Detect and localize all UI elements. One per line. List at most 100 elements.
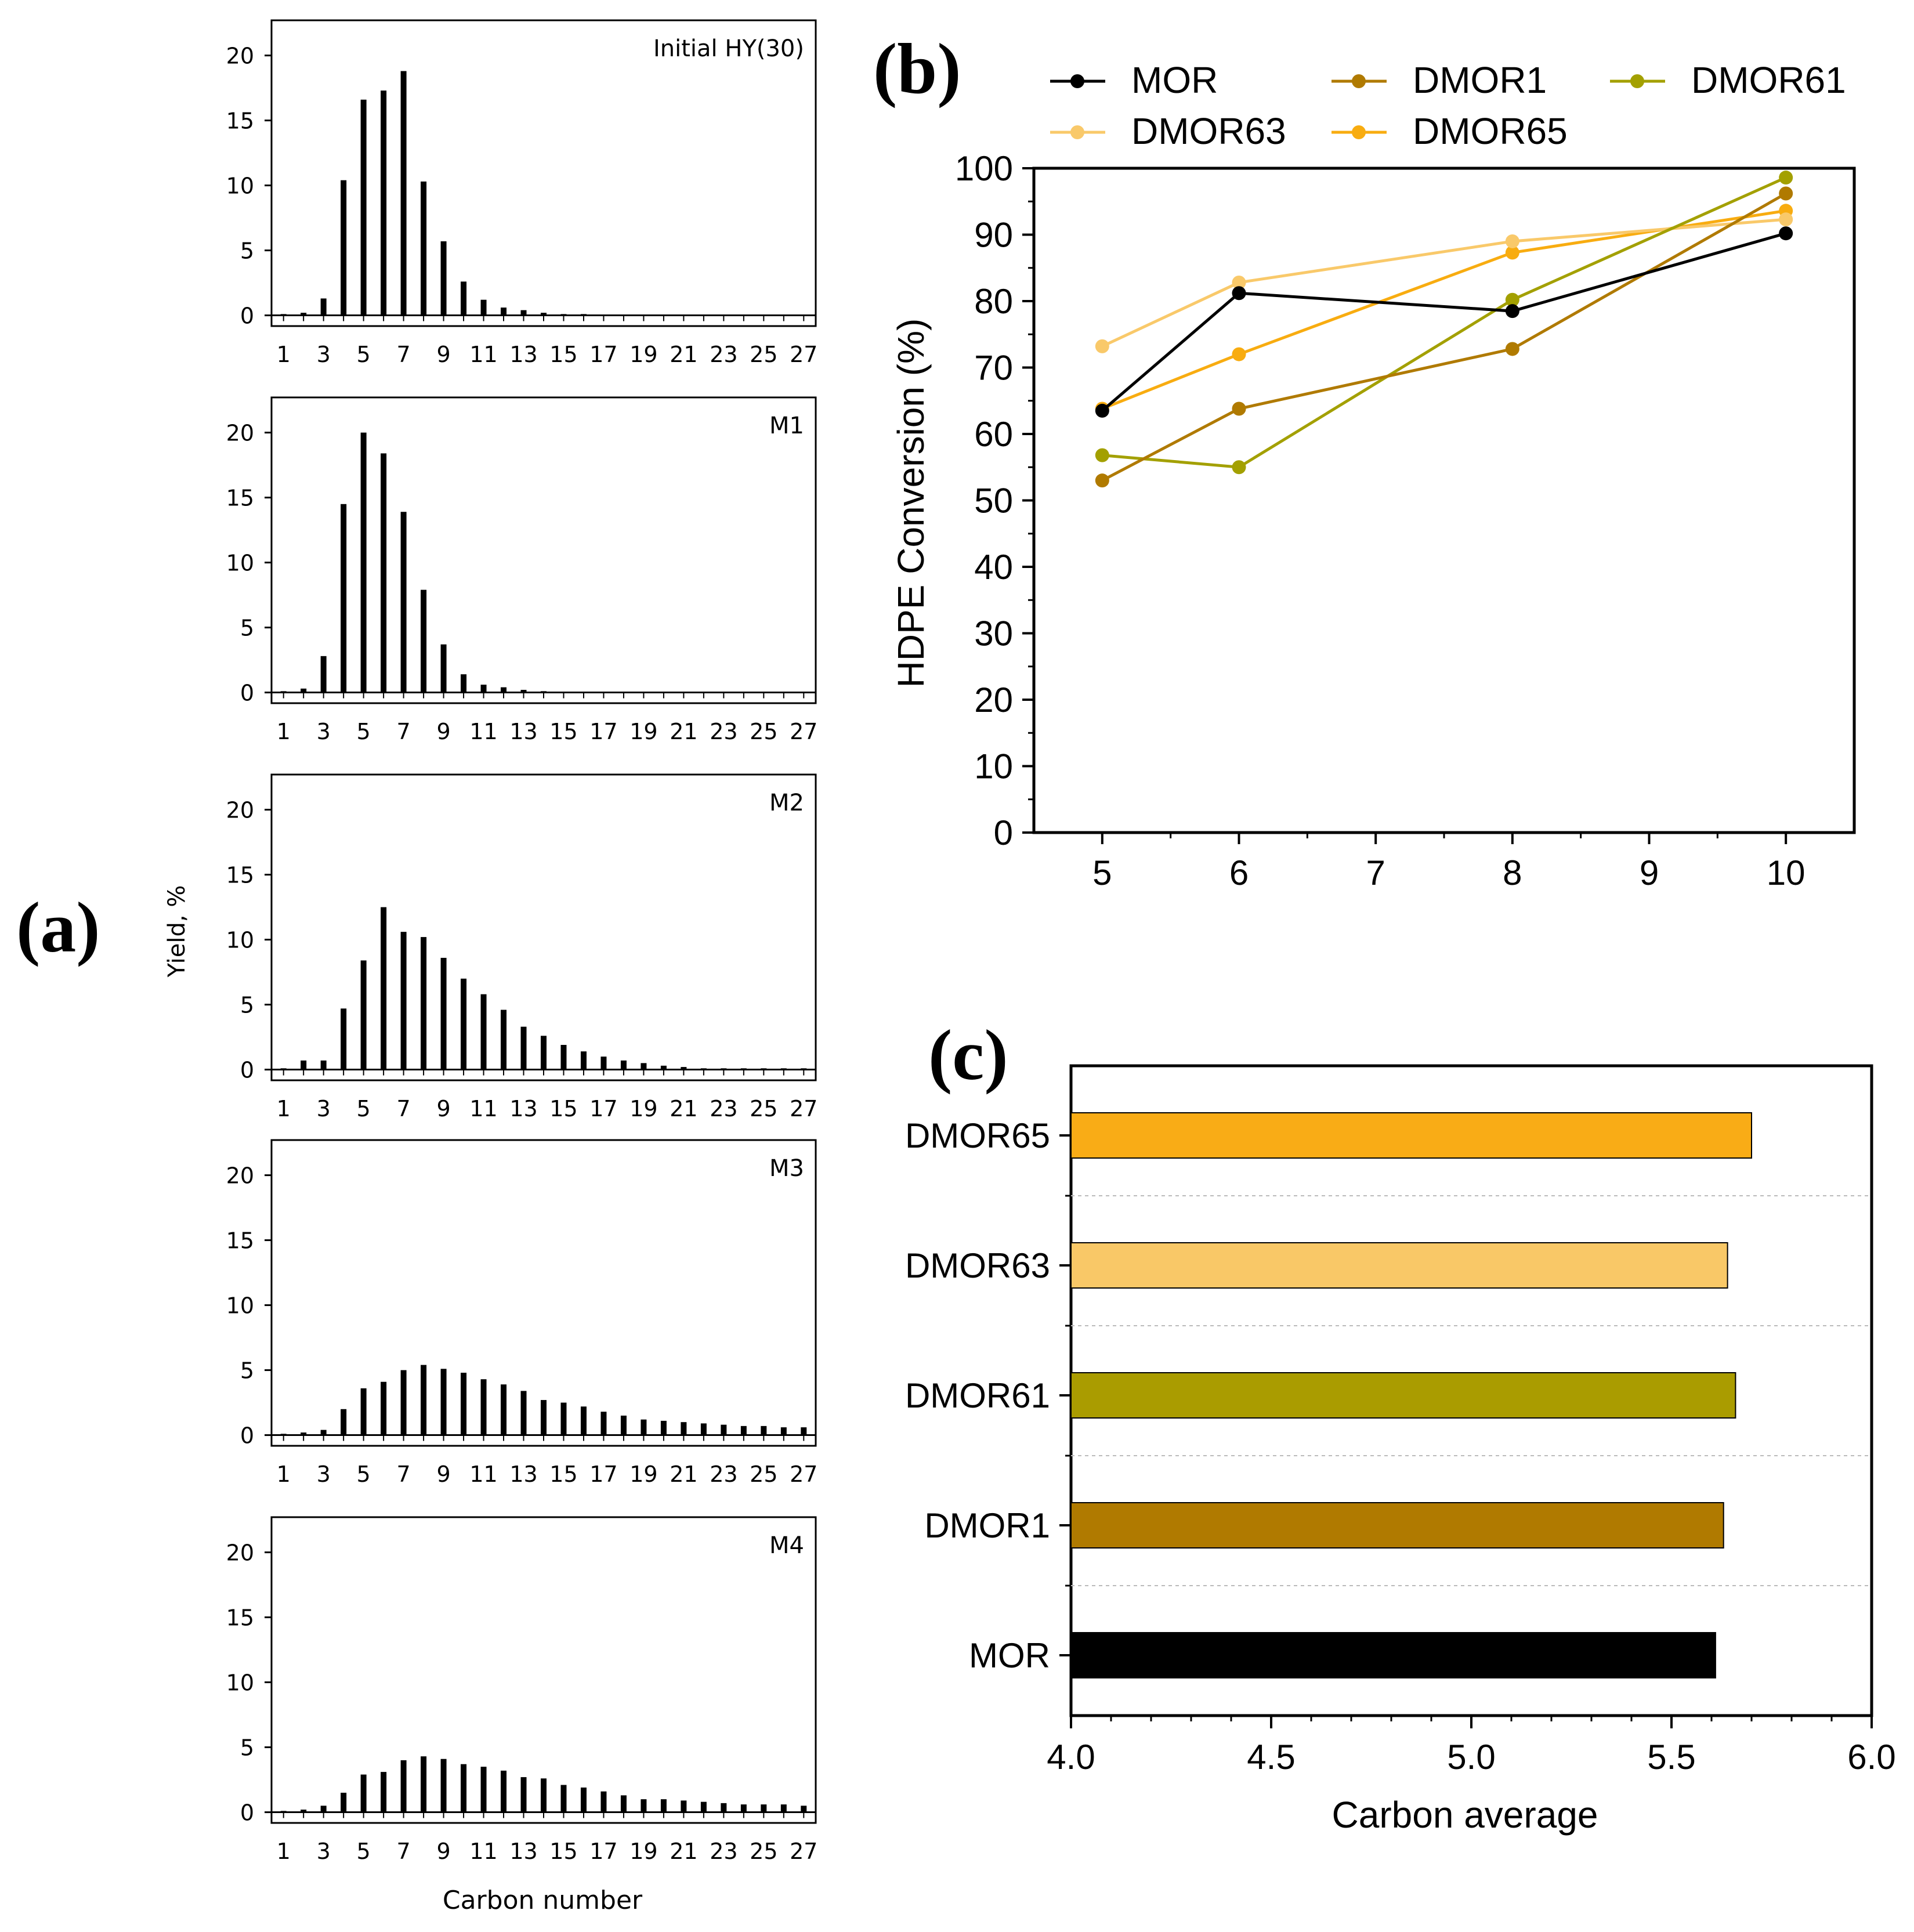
legend-label: MOR xyxy=(1131,59,1218,101)
bar-dmor61 xyxy=(1070,1372,1736,1419)
x-tick-label: 13 xyxy=(509,1096,537,1121)
x-tick-label: 3 xyxy=(317,1839,331,1864)
legend-swatch-marker xyxy=(1630,74,1644,88)
y-tick-label-dmor1: DMOR1 xyxy=(924,1506,1050,1545)
subplot-frame xyxy=(270,1139,817,1447)
legend-label: DMOR65 xyxy=(1413,110,1568,152)
bar-m4-c3 xyxy=(320,1806,327,1812)
bar-m3-c11 xyxy=(480,1379,487,1435)
bar-initial-hy-30-c20 xyxy=(660,314,667,316)
line-dmor63 xyxy=(1101,218,1786,348)
bar-m4-c13 xyxy=(520,1777,527,1812)
legend-swatch-marker xyxy=(1070,125,1084,139)
y-tick-label: 100 xyxy=(955,149,1013,188)
y-tick-label: 90 xyxy=(974,216,1013,255)
x-tick-label: 5 xyxy=(357,1096,371,1121)
bar-m3-c9 xyxy=(440,1369,447,1435)
y-tick-label: 5 xyxy=(240,1735,254,1761)
series-dmor1 xyxy=(1095,186,1793,488)
bar-m2-c25 xyxy=(761,1068,767,1070)
bar-initial-hy-30-c10 xyxy=(461,281,467,316)
legend-item-mor: MOR xyxy=(1050,59,1218,101)
bar-m1-c12 xyxy=(501,687,507,693)
bar-m4-c26 xyxy=(780,1804,787,1812)
bar-m3-c12 xyxy=(501,1384,507,1435)
bar-initial-hy-30-c25 xyxy=(761,314,767,316)
x-tick-label: 27 xyxy=(790,1096,817,1121)
x-tick-label: 25 xyxy=(750,1461,777,1487)
x-tick-label: 17 xyxy=(589,1461,617,1487)
bar-m3-c25 xyxy=(761,1426,767,1435)
x-tick-label: 13 xyxy=(509,1461,537,1487)
point-dmor61-x5 xyxy=(1095,448,1109,462)
bar-initial-hy-30-c18 xyxy=(620,314,627,316)
bar-m3-c21 xyxy=(681,1422,687,1435)
bar-m1-c6 xyxy=(381,453,387,693)
legend-swatch-marker xyxy=(1352,74,1366,88)
x-tick-label: 21 xyxy=(670,719,697,744)
y-tick-label-dmor61: DMOR61 xyxy=(905,1376,1050,1415)
bar-m4-c18 xyxy=(620,1795,627,1812)
y-tick-label: 5 xyxy=(240,993,254,1018)
x-tick-label: 15 xyxy=(549,719,577,744)
subplot-title: Initial HY(30) xyxy=(653,35,804,62)
x-tick-label: 9 xyxy=(436,719,450,744)
bar-m2-c19 xyxy=(641,1063,647,1070)
bar-m3-c7 xyxy=(400,1370,407,1435)
x-tick-label: 5 xyxy=(357,342,371,367)
bar-m2-c7 xyxy=(400,932,407,1070)
bar-initial-hy-30-c15 xyxy=(560,314,567,316)
point-dmor65-x6 xyxy=(1232,347,1246,361)
bar-m3-c26 xyxy=(780,1427,787,1435)
bar-m2-c27 xyxy=(801,1068,807,1070)
y-tick-label: 60 xyxy=(974,415,1013,454)
point-mor-x6 xyxy=(1232,286,1246,301)
x-tick-label: 27 xyxy=(790,719,817,744)
bar-m1-c14 xyxy=(541,691,547,693)
subplot-frame xyxy=(270,1516,817,1824)
bar-initial-hy-30-c3 xyxy=(320,298,327,316)
point-dmor1-x5 xyxy=(1095,473,1109,488)
y-tick-label: 20 xyxy=(226,1540,254,1566)
x-tick-label: 19 xyxy=(629,342,657,367)
x-tick-label: 17 xyxy=(589,342,617,367)
y-tick-label: 10 xyxy=(226,928,254,953)
subplot-frame xyxy=(270,19,817,327)
y-tick-label: 15 xyxy=(226,486,254,511)
series-dmor65 xyxy=(1095,204,1793,416)
bar-m3-c20 xyxy=(660,1420,667,1435)
x-tick-label: 9 xyxy=(436,342,450,367)
bar-initial-hy-30-c27 xyxy=(801,314,807,316)
x-tick-label: 13 xyxy=(509,1839,537,1864)
panel-a-y-axis-label: Yield, % xyxy=(164,885,190,978)
x-tick-label: 11 xyxy=(469,1461,497,1487)
bar-m2-c4 xyxy=(341,1008,347,1070)
bar-initial-hy-30-c24 xyxy=(740,314,747,316)
x-tick-label: 11 xyxy=(469,1839,497,1864)
y-tick-label: 0 xyxy=(240,303,254,329)
bar-initial-hy-30-c6 xyxy=(381,91,387,316)
bar-m2-c21 xyxy=(681,1067,687,1070)
bar-m2-c10 xyxy=(461,978,467,1070)
bar-m3-c5 xyxy=(360,1388,367,1435)
bar-initial-hy-30-c9 xyxy=(440,241,447,316)
x-tick-label: 23 xyxy=(710,342,737,367)
x-tick-label: 23 xyxy=(710,1461,737,1487)
bar-m2-c26 xyxy=(780,1068,787,1070)
bar-m4-c2 xyxy=(301,1810,307,1812)
subplot-title: M4 xyxy=(769,1532,804,1559)
x-tick-label: 17 xyxy=(589,1096,617,1121)
y-tick-label: 5 xyxy=(240,1358,254,1384)
legend-label: DMOR61 xyxy=(1691,59,1846,101)
x-tick-label: 9 xyxy=(1640,853,1659,892)
y-tick-label: 10 xyxy=(226,1293,254,1319)
bar-m1-c10 xyxy=(461,674,467,693)
bar-m3-c4 xyxy=(341,1409,347,1435)
bar-m2-c18 xyxy=(620,1060,627,1070)
x-tick-label: 4.5 xyxy=(1247,1738,1295,1777)
bar-m2-c22 xyxy=(700,1068,707,1070)
bar-m3-c14 xyxy=(541,1400,547,1435)
bar-initial-hy-30-c16 xyxy=(580,314,587,316)
